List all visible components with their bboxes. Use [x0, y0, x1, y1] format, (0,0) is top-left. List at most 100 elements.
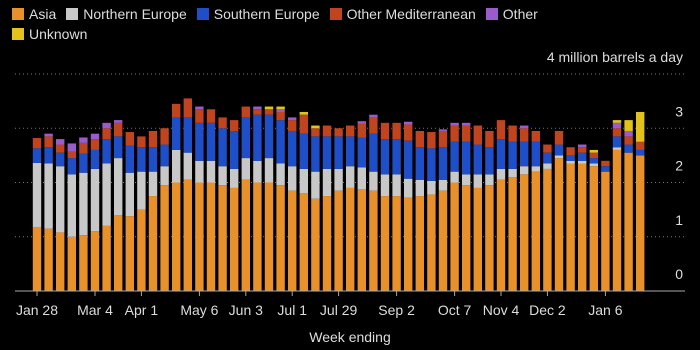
x-tick-label: Nov 4	[483, 302, 520, 318]
bar-segment	[90, 168, 100, 232]
bar-segment	[380, 139, 390, 175]
bar-segment	[578, 160, 587, 164]
bar-segment	[427, 148, 436, 181]
bar-segment	[346, 136, 355, 167]
bar-segment	[32, 226, 42, 291]
bar-segment	[578, 163, 587, 291]
bar-segment	[566, 155, 575, 161]
bar-segment	[276, 163, 285, 186]
bar-segment	[612, 128, 622, 137]
bar-segment	[334, 190, 343, 291]
bar-segment	[496, 120, 506, 140]
bar-segment	[206, 182, 216, 291]
bar-segment	[125, 145, 134, 173]
bar-segment	[102, 139, 111, 164]
bar-segment	[264, 114, 274, 159]
legend-label: Southern Europe	[213, 6, 320, 22]
bar-segment	[636, 111, 645, 142]
bar-segment	[172, 103, 181, 118]
bar-segment	[288, 117, 297, 121]
bar-segment	[44, 136, 53, 148]
bar-segment	[125, 172, 134, 217]
y-tick-label: 2	[675, 158, 683, 174]
bar-segment	[485, 185, 494, 291]
legend-swatch	[329, 8, 342, 20]
bar-segment	[56, 152, 65, 167]
bar-segment	[346, 187, 355, 291]
bar-segment	[566, 163, 575, 291]
x-tick-label: Jul 29	[320, 302, 358, 318]
bar-segment	[322, 196, 332, 291]
legend: Asia Northern Europe Southern Europe Other …	[12, 6, 622, 42]
bar-segment	[218, 166, 227, 186]
bar-segment	[311, 125, 320, 129]
bar-segment	[102, 122, 111, 129]
bar-segment	[369, 171, 378, 191]
bar-segment	[206, 122, 216, 161]
bar-segment	[369, 133, 378, 172]
bar-segment	[299, 111, 308, 115]
bar-segment	[79, 142, 88, 154]
bar-segment	[32, 162, 42, 227]
bar-segment	[102, 163, 111, 226]
bar-segment	[589, 163, 598, 167]
bar-segment	[357, 189, 366, 291]
bar-segment	[114, 136, 123, 159]
bar-segment	[427, 194, 436, 291]
bar-segment	[346, 166, 355, 188]
bar-segment	[79, 235, 88, 291]
legend-label: Asia	[29, 6, 57, 22]
bar-segment	[392, 174, 401, 197]
bar-segment	[264, 158, 274, 183]
bar-segment	[172, 149, 181, 183]
legend-label: Northern Europe	[83, 6, 187, 22]
bar-segment	[172, 117, 181, 150]
bar-segment	[369, 114, 378, 118]
legend-item: Other	[485, 6, 538, 22]
bar-segment	[90, 133, 100, 140]
bar-segment	[404, 140, 413, 179]
bar-segment	[241, 158, 250, 180]
bar-segment	[67, 151, 76, 159]
bar-segment	[357, 123, 366, 138]
bar-segment	[90, 139, 100, 150]
bar-segment	[79, 137, 88, 143]
bar-segment	[334, 168, 343, 191]
legend-label: Other	[502, 6, 538, 22]
bar-segment	[253, 106, 262, 110]
bar-segment	[137, 171, 146, 210]
bar-segment	[473, 125, 482, 145]
bar-segment	[520, 166, 529, 175]
bar-segment	[624, 120, 633, 131]
bar-segment	[612, 149, 622, 291]
bar-segment	[230, 168, 239, 188]
bar-segment	[520, 141, 529, 167]
bar-segment	[578, 147, 587, 153]
bar-segment	[404, 178, 413, 198]
bar-segment	[67, 158, 76, 175]
bar-segment	[322, 125, 332, 137]
legend-item: Asia	[12, 6, 56, 22]
bar-segment	[288, 130, 297, 167]
bar-segment	[264, 106, 274, 110]
legend-item: Southern Europe	[196, 6, 320, 22]
bar-segment	[531, 171, 540, 291]
bar-segment	[125, 216, 134, 291]
bar-segment	[450, 122, 459, 126]
bar-segment	[288, 120, 297, 131]
bar-segment	[206, 109, 216, 123]
bar-segment	[508, 141, 517, 169]
x-tick-label: Jun 3	[229, 302, 263, 318]
bar-segment	[172, 182, 181, 291]
bar-segment	[56, 166, 65, 233]
bar-segment	[612, 120, 622, 123]
bar-segment	[183, 152, 192, 180]
bar-segment	[183, 179, 192, 291]
bar-segment	[450, 125, 459, 142]
x-axis-title: Week ending	[309, 329, 390, 345]
bar-segment	[125, 132, 134, 146]
bar-segment	[450, 182, 459, 291]
bar-segment	[531, 130, 540, 142]
bar-segment	[299, 168, 308, 194]
bar-segment	[44, 147, 53, 164]
